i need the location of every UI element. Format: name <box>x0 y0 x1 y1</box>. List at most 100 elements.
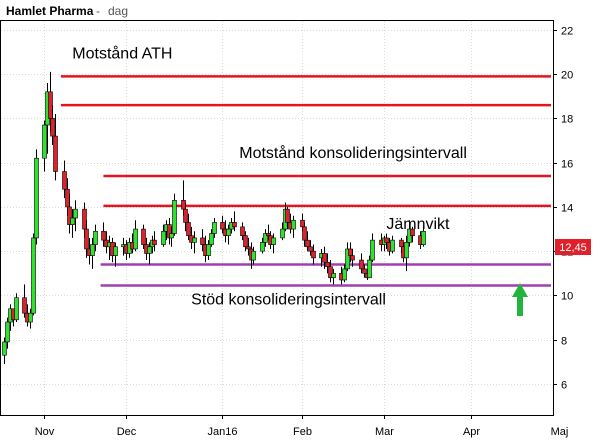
y-tick-label: 10 <box>561 291 573 303</box>
candle <box>113 242 118 267</box>
up-arrow-icon <box>512 283 528 316</box>
candle-body <box>308 246 313 252</box>
candle <box>147 242 152 265</box>
axes: 6810121416182022NovDecJan16FebMarAprMaj <box>35 26 574 439</box>
candle-body <box>172 199 177 234</box>
candle <box>42 120 47 172</box>
candle-body <box>14 297 19 321</box>
candle-body <box>350 255 355 261</box>
candle <box>263 229 268 247</box>
candle <box>62 160 67 199</box>
candle <box>285 206 290 230</box>
candle <box>305 231 310 252</box>
candle-body <box>31 237 36 314</box>
chart-period: dag <box>108 4 128 18</box>
candle <box>384 233 389 249</box>
candle-body <box>200 237 205 245</box>
candle-body <box>93 230 98 245</box>
candle-body <box>240 226 245 237</box>
candle-body <box>206 244 211 256</box>
candle <box>84 220 89 258</box>
candle-body <box>133 228 138 250</box>
candle-body <box>251 250 256 261</box>
candle-body <box>70 217 75 225</box>
candle-body <box>42 124 47 159</box>
candle <box>342 264 347 283</box>
candle-body <box>345 248 350 270</box>
candles <box>2 71 426 365</box>
annotation-label: Jämnvikt <box>386 216 450 233</box>
candle <box>141 224 146 249</box>
candle-body <box>67 206 72 225</box>
candle-body <box>404 242 409 259</box>
candle-body <box>147 246 152 254</box>
y-tick-label: 16 <box>561 159 573 171</box>
candle <box>14 293 19 323</box>
candle-body <box>367 259 372 279</box>
y-tick-label: 8 <box>561 336 567 348</box>
candle-body <box>421 230 426 245</box>
candle <box>302 222 307 247</box>
candle-body <box>325 261 330 267</box>
candle-body <box>305 239 310 248</box>
candle <box>5 317 10 349</box>
candle <box>359 253 364 274</box>
candle <box>22 284 27 318</box>
candle <box>90 237 95 269</box>
candle-body <box>183 208 188 223</box>
candle-body <box>370 239 375 261</box>
candle <box>50 105 55 145</box>
candle <box>246 237 251 256</box>
candle <box>308 240 313 256</box>
candle-body <box>84 228 89 250</box>
candle-body <box>101 230 106 241</box>
candle-body <box>82 208 87 230</box>
candle <box>172 193 177 236</box>
x-tick-label: Mar <box>375 426 394 438</box>
y-tick-label: 20 <box>561 70 573 82</box>
candle-body <box>73 208 78 219</box>
candle-body <box>300 219 305 228</box>
candle <box>28 308 33 329</box>
candle-body <box>322 253 327 263</box>
candle <box>31 233 36 316</box>
candle <box>421 226 426 247</box>
x-tick-label: Dec <box>117 426 137 438</box>
title-separator: - <box>96 4 100 18</box>
candle-body <box>161 230 166 245</box>
candle-body <box>169 233 174 239</box>
candle <box>212 218 217 238</box>
candle <box>192 231 197 254</box>
candle-body <box>410 228 415 237</box>
candle-body <box>48 91 53 119</box>
y-tick-label: 14 <box>561 203 573 215</box>
candle-body <box>28 312 33 323</box>
last-price-tag: 12,45 <box>555 239 591 255</box>
candle <box>271 233 276 254</box>
annotations: Motstånd ATH Motstånd konsolideringsinter… <box>72 45 467 309</box>
candle <box>67 193 72 234</box>
candle <box>345 242 350 272</box>
x-tick-label: Jan16 <box>208 426 238 438</box>
candle <box>362 264 367 278</box>
candle-body <box>62 171 67 190</box>
candle <box>161 224 166 247</box>
x-tick-label: Nov <box>35 426 55 438</box>
candle-body <box>209 233 214 245</box>
candle-body <box>186 222 191 237</box>
candle <box>311 244 316 265</box>
candle-body <box>280 228 285 239</box>
y-tick-label: 22 <box>561 26 573 38</box>
candle <box>325 253 330 274</box>
candle-body <box>34 157 39 239</box>
candle <box>70 209 75 238</box>
candle-body <box>243 235 248 248</box>
gridlines <box>1 21 553 415</box>
annotation-label: Stöd konsolideringsintervall <box>191 291 386 308</box>
candle-body <box>291 219 296 230</box>
candle <box>93 224 98 252</box>
candle-body <box>152 239 157 245</box>
candle-body <box>359 259 364 270</box>
annotation-label: Motstånd ATH <box>72 45 172 63</box>
